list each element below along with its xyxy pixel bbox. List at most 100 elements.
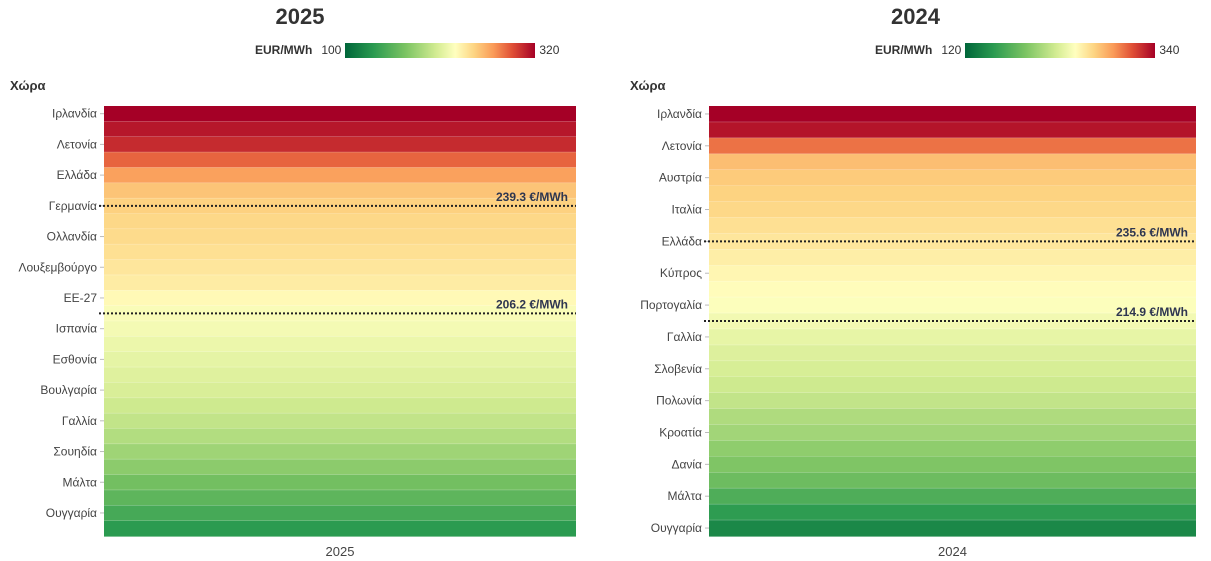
heatmap-cell (709, 376, 1196, 394)
heatmap-cell (104, 443, 576, 460)
legend-min: 120 (941, 43, 962, 57)
heatmap-cell (709, 153, 1196, 171)
heatmap-cell (709, 360, 1196, 378)
heatmap-cell (709, 185, 1196, 203)
heatmap-cell (104, 474, 576, 491)
reference-line-label: 214.9 €/MWh (1116, 305, 1188, 319)
heatmap-cell (104, 244, 576, 261)
y-tick-label: Ελλάδα (662, 234, 702, 248)
heatmap-cell (709, 504, 1196, 521)
heatmap-cell (104, 520, 576, 537)
heatmap-cell (709, 392, 1196, 410)
heatmap-cell (104, 106, 576, 122)
heatmap-cell (709, 121, 1196, 139)
y-tick-label: Ιρλανδία (52, 107, 97, 121)
heatmap-cell (709, 488, 1196, 505)
y-tick-label: Μάλτα (63, 475, 98, 489)
heatmap-cell (104, 413, 576, 430)
x-axis-label: 2025 (326, 544, 355, 559)
heatmap-cell (709, 201, 1196, 219)
heatmap-cell (709, 520, 1196, 537)
y-tick-label: Βουλγαρία (40, 383, 97, 397)
heatmap-cell (104, 167, 576, 184)
legend-unit: EUR/MWh (875, 43, 933, 57)
color-legend: EUR/MWh 100 320 (255, 42, 559, 58)
legend-max: 320 (539, 43, 560, 57)
legend-max: 340 (1159, 43, 1180, 57)
y-tick-label: Σλοβενία (654, 362, 702, 376)
y-tick-label: Ελλάδα (57, 168, 97, 182)
heatmap-cell (104, 428, 576, 445)
heatmap-cell (709, 424, 1196, 442)
heatmap-cell (104, 489, 576, 506)
heatmap-cell (104, 321, 576, 337)
y-tick-label: Κύπρος (660, 266, 702, 280)
heatmap-plot-2025: Ιρλανδία Λετονία Ελλάδα Γερμανία Ολλανδία Λου… (18, 106, 576, 559)
chart-title: 2025 (275, 4, 325, 29)
heatmap-cell (709, 297, 1196, 314)
heatmap-cell (104, 367, 576, 384)
heatmap-cell (104, 259, 576, 276)
y-tick-label: Πολωνία (656, 394, 702, 408)
heatmap-cell (709, 440, 1196, 457)
color-legend: EUR/MWh 120 340 (875, 42, 1179, 58)
reference-line-label: 235.6 €/MWh (1116, 225, 1188, 239)
heatmap-cell (709, 169, 1196, 187)
legend-gradient-bar (345, 42, 536, 58)
y-tick-label: Γερμανία (49, 199, 97, 213)
heatmap-cell (709, 408, 1196, 426)
heatmap-cell (709, 217, 1196, 235)
y-tick-label: Ουγγαρία (46, 506, 97, 520)
y-tick-label: Κροατία (659, 425, 702, 439)
y-axis-title: Χώρα (10, 78, 46, 93)
y-tick-label: Λετονία (57, 137, 97, 151)
legend-unit: EUR/MWh (255, 43, 313, 57)
x-axis-label: 2024 (938, 544, 967, 559)
heatmap-cell (104, 182, 576, 199)
reference-line-label: 206.2 €/MWh (496, 297, 568, 311)
heatmap-cell (709, 328, 1196, 346)
heatmap-cell (104, 228, 576, 245)
y-tick-label: Μάλτα (668, 489, 703, 503)
heatmap-plot-2024: Ιρλανδία Λετονία Αυστρία Ιταλία Ελλάδα Κύπρος… (640, 106, 1196, 559)
y-tick-label: Ιρλανδία (657, 107, 702, 121)
y-tick-label: Δανία (671, 457, 702, 471)
y-tick-label: Ουγγαρία (651, 521, 702, 535)
y-tick-label: Λετονία (662, 139, 702, 153)
y-tick-label: Πορτογαλία (640, 298, 702, 312)
heatmap-cell (104, 382, 576, 399)
heatmap-cell (104, 274, 576, 291)
heatmap-cell (104, 290, 576, 307)
heatmap-cell (709, 281, 1196, 298)
heatmap-cell (709, 137, 1196, 155)
heatmap-cell (104, 397, 576, 414)
heatmap-cell (104, 336, 576, 353)
y-tick-label: Εσθονία (53, 352, 97, 366)
y-tick-label: Ολλανδία (47, 230, 97, 244)
heatmap-cell (709, 265, 1196, 282)
legend-min: 100 (321, 43, 342, 57)
heatmap-panel-2024: 2024 EUR/MWh 120 340 Χώρα Ιρλανδία Λετονί… (620, 0, 1211, 561)
y-axis-title: Χώρα (630, 78, 666, 93)
heatmap-cell (709, 472, 1196, 489)
heatmap-cell (709, 344, 1196, 362)
heatmap-cell (104, 152, 576, 169)
heatmap-cell (709, 106, 1196, 123)
heatmap-cell (104, 505, 576, 522)
y-tick-label: Λουξεμβούργο (18, 260, 97, 274)
heatmap-cell (104, 121, 576, 138)
y-tick-label: Γαλλία (667, 330, 702, 344)
reference-line-label: 239.3 €/MWh (496, 190, 568, 204)
y-tick-label: Γαλλία (62, 414, 97, 428)
y-tick-label: Ιταλία (672, 203, 703, 217)
y-tick-label: ΕΕ-27 (64, 291, 98, 305)
y-tick-label: Ισπανία (56, 322, 97, 336)
heatmap-cell (104, 136, 576, 153)
heatmap-cell (709, 456, 1196, 473)
heatmap-cell (104, 213, 576, 230)
legend-gradient-bar (965, 42, 1156, 58)
heatmap-panel-2025: 2025 EUR/MWh 100 320 Χώρα Ιρλανδία Λετονί… (0, 0, 600, 561)
heatmap-cell (104, 459, 576, 476)
heatmap-cell (709, 249, 1196, 266)
heatmap-cell (104, 351, 576, 368)
